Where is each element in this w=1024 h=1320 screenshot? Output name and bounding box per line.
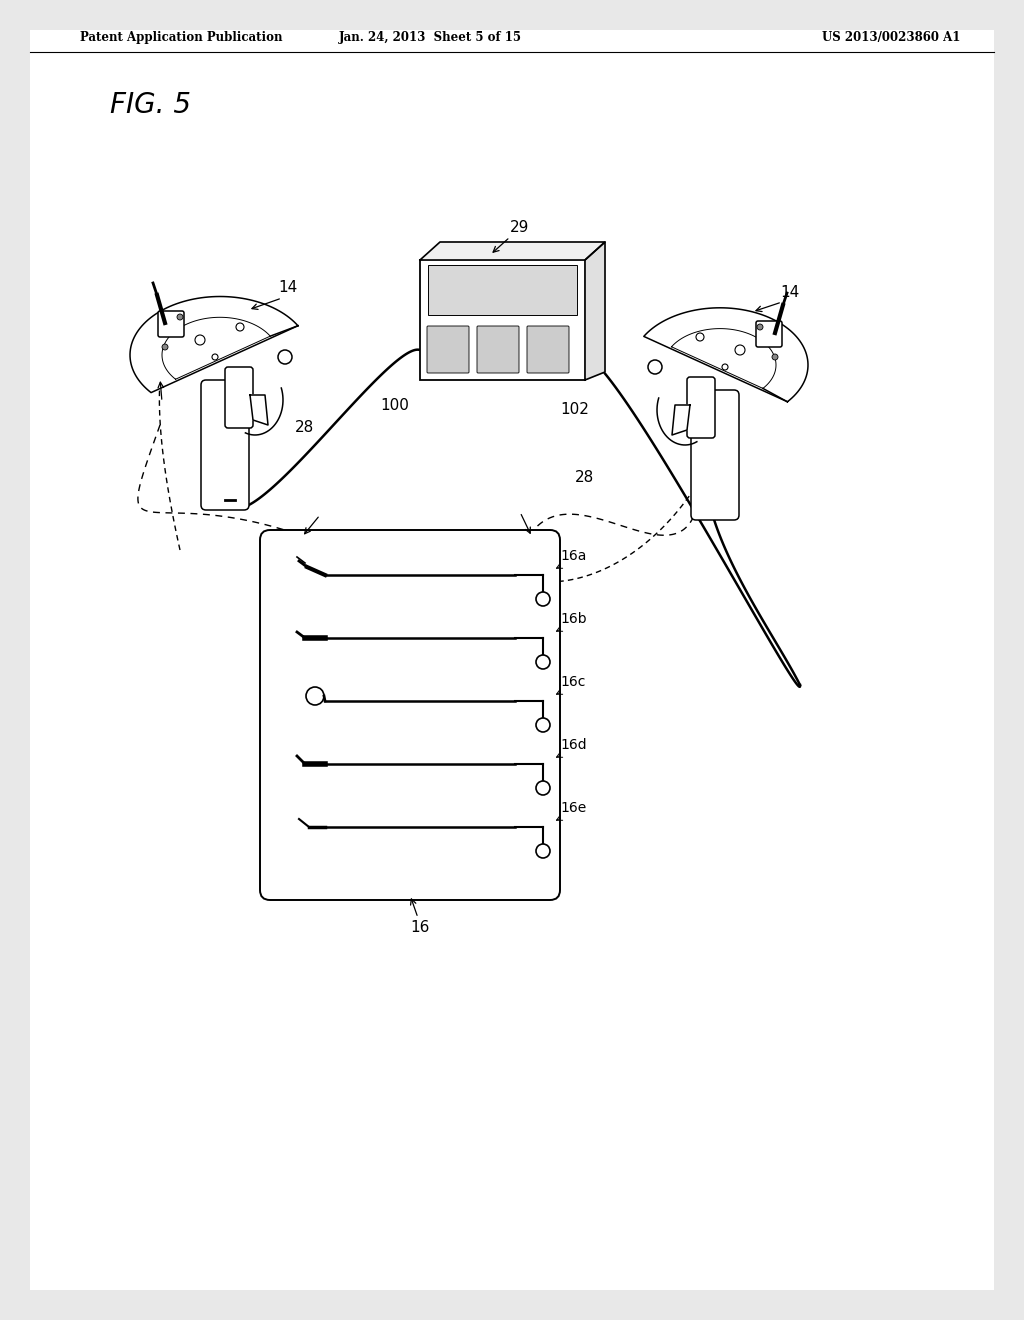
Circle shape xyxy=(722,364,728,370)
Circle shape xyxy=(278,350,292,364)
Circle shape xyxy=(195,335,205,345)
Circle shape xyxy=(212,354,218,360)
FancyBboxPatch shape xyxy=(158,312,184,337)
FancyBboxPatch shape xyxy=(260,531,560,900)
FancyBboxPatch shape xyxy=(428,265,577,315)
FancyBboxPatch shape xyxy=(691,389,739,520)
Text: 29: 29 xyxy=(510,220,529,235)
Text: 16d: 16d xyxy=(560,738,587,752)
FancyBboxPatch shape xyxy=(201,380,249,510)
FancyBboxPatch shape xyxy=(30,30,994,1290)
FancyBboxPatch shape xyxy=(477,326,519,374)
Circle shape xyxy=(162,345,168,350)
FancyBboxPatch shape xyxy=(427,326,469,374)
Circle shape xyxy=(536,781,550,795)
Polygon shape xyxy=(672,405,690,436)
Circle shape xyxy=(236,323,244,331)
FancyBboxPatch shape xyxy=(527,326,569,374)
Text: 16e: 16e xyxy=(560,801,587,814)
Text: 16: 16 xyxy=(411,920,430,935)
Text: 16c: 16c xyxy=(560,675,586,689)
Circle shape xyxy=(696,333,705,341)
Text: 28: 28 xyxy=(575,470,594,484)
FancyBboxPatch shape xyxy=(225,367,253,428)
Circle shape xyxy=(536,655,550,669)
Circle shape xyxy=(536,843,550,858)
Text: FIG. 5: FIG. 5 xyxy=(110,91,191,119)
Circle shape xyxy=(757,323,763,330)
Circle shape xyxy=(648,360,662,374)
FancyBboxPatch shape xyxy=(420,260,585,380)
Circle shape xyxy=(536,591,550,606)
Text: 14: 14 xyxy=(278,280,297,294)
Text: 100: 100 xyxy=(380,399,409,413)
Polygon shape xyxy=(644,308,808,401)
Circle shape xyxy=(177,314,183,319)
Polygon shape xyxy=(250,395,268,425)
Text: Patent Application Publication: Patent Application Publication xyxy=(80,30,283,44)
Polygon shape xyxy=(130,297,298,392)
FancyBboxPatch shape xyxy=(756,321,782,347)
Circle shape xyxy=(306,686,324,705)
Text: 28: 28 xyxy=(295,420,314,436)
Circle shape xyxy=(772,354,778,360)
Text: 16b: 16b xyxy=(560,612,587,626)
Text: 14: 14 xyxy=(780,285,800,300)
Polygon shape xyxy=(585,242,605,380)
Circle shape xyxy=(536,718,550,733)
Circle shape xyxy=(735,345,745,355)
Text: 16a: 16a xyxy=(560,549,587,564)
FancyBboxPatch shape xyxy=(687,378,715,438)
Polygon shape xyxy=(420,242,605,260)
Text: 102: 102 xyxy=(560,403,589,417)
Text: US 2013/0023860 A1: US 2013/0023860 A1 xyxy=(821,30,961,44)
Text: Jan. 24, 2013  Sheet 5 of 15: Jan. 24, 2013 Sheet 5 of 15 xyxy=(339,30,521,44)
